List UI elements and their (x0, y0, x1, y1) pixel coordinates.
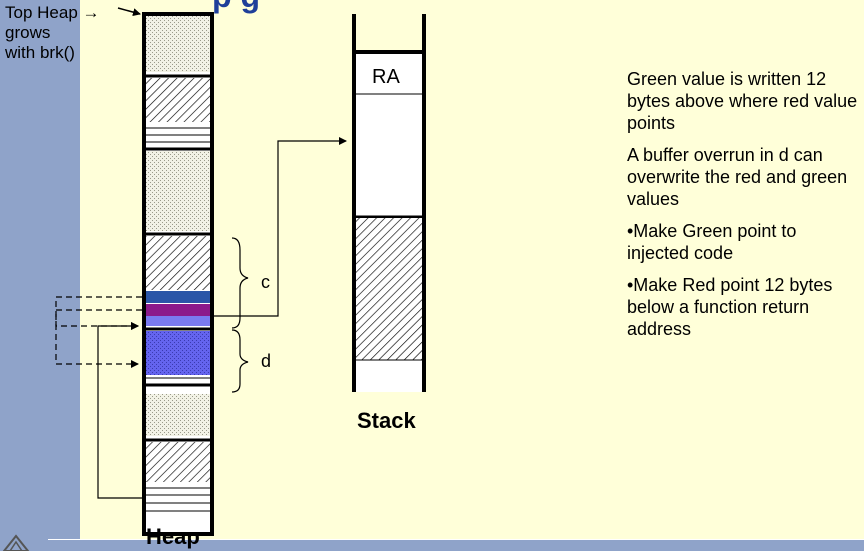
chunk-c-brace (231, 237, 249, 329)
note-green-value: Green value is written 12 bytes above wh… (627, 69, 858, 133)
heap-block-free-3 (144, 394, 212, 436)
red-value-word (144, 304, 212, 316)
slide-footer-band (0, 539, 864, 551)
return-address-label: RA (372, 66, 400, 88)
heap-label: Heap (146, 524, 200, 549)
heap-growth-note: Top Heap → grows with brk() (5, 3, 100, 63)
heap-note-line-2: grows (5, 23, 51, 42)
stack-label: Stack (357, 408, 416, 433)
explanation-notes: Green value is written 12 bytes above wh… (627, 68, 863, 350)
heap-block-light (144, 316, 212, 326)
heap-note-line-3: with brk() (5, 43, 75, 62)
red-pointer-arrow-dashed (55, 309, 142, 368)
heap-column (142, 12, 214, 536)
heap-block-free-2 (144, 151, 212, 231)
red-to-stack-arrow (212, 137, 347, 317)
heap-chunk-c (144, 236, 212, 290)
heap-border (142, 12, 214, 536)
note-green-target: •Make Green point to injected code (627, 221, 797, 263)
buffer-pointer-arrow (97, 322, 142, 499)
heap-block-used-2 (144, 442, 212, 482)
stack-used-region (354, 218, 424, 360)
top-heap-arrow (117, 7, 141, 17)
heap-block-free-1 (144, 14, 212, 72)
chunk-d-label: d (261, 351, 272, 371)
chunk-d-brace (231, 329, 249, 393)
heap-chunk-d-buffer (144, 331, 212, 375)
slide-title: p g (212, 0, 260, 15)
note-buffer-overrun: A buffer overrun in d can overwrite the … (627, 145, 848, 209)
stack-column (352, 14, 426, 392)
note-red-target: •Make Red point 12 bytes below a functio… (627, 275, 833, 339)
slide-sidebar (0, 0, 80, 551)
heap-note-line-1: Top Heap → (5, 3, 100, 22)
slide-footer-rule (48, 539, 864, 540)
heap-block-used-1 (144, 78, 212, 122)
green-pointer-arrow (55, 296, 142, 330)
green-value-word (144, 291, 212, 303)
university-logo-icon (2, 534, 30, 551)
chunk-c-label: c (261, 272, 270, 292)
